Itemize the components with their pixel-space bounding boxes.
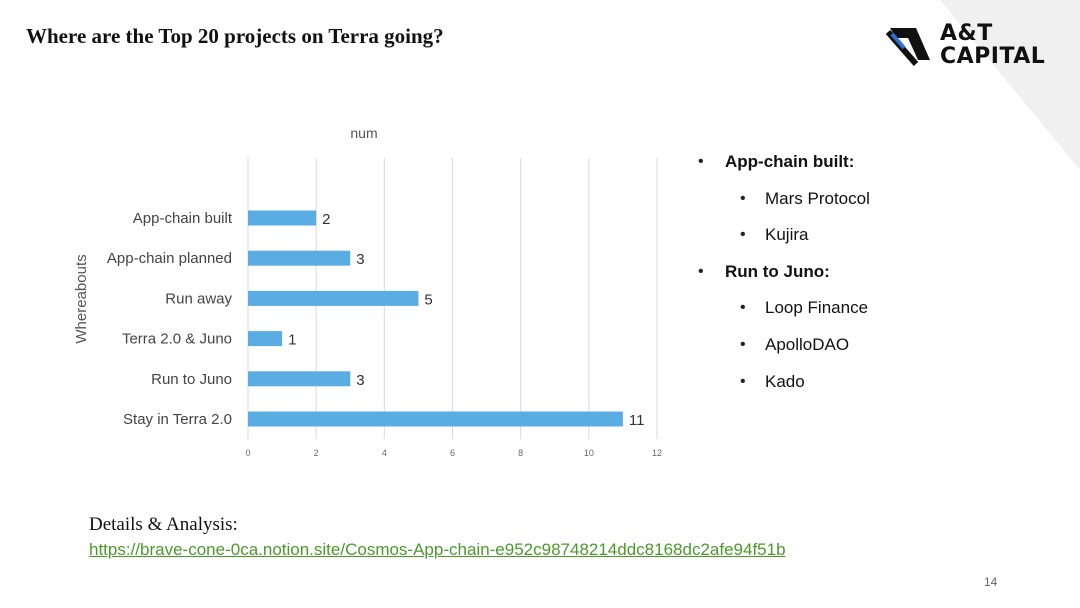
- bar-value-label: 5: [424, 291, 432, 308]
- y-category-label: App-chain built: [133, 210, 233, 227]
- details-section: Details & Analysis: https://brave-cone-0…: [89, 512, 786, 561]
- bar-run-to-juno: [248, 371, 351, 387]
- bullet-heading: • Run to Juno:: [698, 260, 1058, 297]
- x-tick-label: 10: [584, 448, 594, 458]
- bullet-text: Kado: [765, 371, 805, 391]
- bar-stay-in-terra-2-0: [248, 411, 623, 427]
- bar-chart: num Whereabouts 0 2 4 6 8 10 12 App-chain built 2 A…: [60, 115, 680, 475]
- bullet-item: • Kado: [698, 370, 1058, 407]
- company-logo: A&T CAPITAL: [886, 22, 1076, 74]
- bullet-list: • App-chain built: • Mars Protocol • Kujira • R…: [698, 150, 1058, 406]
- bullet-dot-icon: •: [740, 335, 746, 353]
- y-category-label: Run away: [165, 290, 232, 307]
- x-tick-label: 6: [450, 448, 455, 458]
- bullet-dot-icon: •: [698, 153, 704, 170]
- bar-value-label: 3: [356, 372, 364, 389]
- x-tick-label: 4: [382, 448, 387, 458]
- bullet-heading: • App-chain built:: [698, 150, 1058, 187]
- y-category-label: Run to Juno: [151, 371, 232, 388]
- bullet-item: • Kujira: [698, 223, 1058, 260]
- details-link[interactable]: https://brave-cone-0ca.notion.site/Cosmo…: [89, 540, 786, 559]
- bullet-dot-icon: •: [740, 299, 746, 317]
- bullet-dot-icon: •: [698, 262, 704, 280]
- x-tick-label: 12: [652, 448, 662, 458]
- bullet-text: Run to Juno:: [725, 261, 830, 281]
- x-tick-label: 2: [314, 448, 319, 458]
- logo-text-line1: A&T: [940, 21, 993, 46]
- bar-run-away: [248, 290, 419, 306]
- bullet-dot-icon: •: [740, 189, 746, 207]
- page-number: 14: [984, 575, 998, 589]
- slide-title: Where are the Top 20 projects on Terra g…: [26, 24, 444, 48]
- bullet-dot-icon: •: [740, 226, 746, 244]
- y-category-label: Terra 2.0 & Juno: [122, 331, 232, 348]
- bullet-text: App-chain built:: [725, 152, 855, 171]
- bar-app-chain-built: [248, 210, 317, 226]
- bar-value-label: 3: [356, 251, 364, 268]
- y-category-label: Stay in Terra 2.0: [123, 411, 232, 428]
- logo-text-line2: CAPITAL: [940, 44, 1046, 69]
- logo-mark-icon: [886, 28, 930, 66]
- bullet-text: Kujira: [765, 225, 809, 245]
- x-tick-label: 0: [245, 448, 250, 458]
- bullet-item: • Loop Finance: [698, 296, 1058, 333]
- bar-value-label: 2: [322, 211, 330, 228]
- chart-title: num: [350, 125, 377, 141]
- y-category-label: App-chain planned: [107, 250, 232, 267]
- bar-chart-svg: num Whereabouts 0 2 4 6 8 10 12 App-chain built 2 A…: [73, 125, 662, 458]
- bar-app-chain-planned: [248, 250, 351, 266]
- bullet-text: Loop Finance: [765, 298, 869, 318]
- corner-decoration: [940, 0, 1080, 170]
- details-label: Details & Analysis:: [89, 514, 238, 535]
- bullet-text: Mars Protocol: [765, 188, 870, 208]
- bar-value-label: 1: [288, 332, 296, 349]
- y-axis-label: Whereabouts: [73, 254, 90, 343]
- bullet-text: ApolloDAO: [765, 334, 850, 354]
- bar-value-label: 11: [629, 412, 645, 429]
- bullet-item: • ApolloDAO: [698, 333, 1058, 370]
- x-tick-label: 8: [518, 448, 523, 458]
- bullet-item: • Mars Protocol: [698, 187, 1058, 224]
- bar-terra-2-0-juno: [248, 331, 283, 347]
- bullet-dot-icon: •: [740, 372, 746, 390]
